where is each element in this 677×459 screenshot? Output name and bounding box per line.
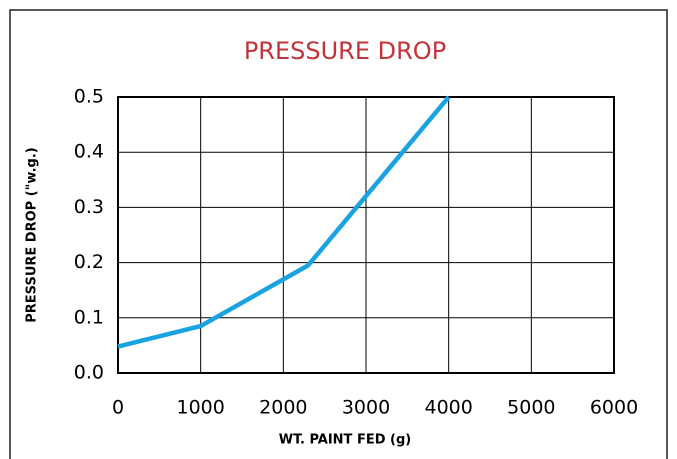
- y-tick-label: 0.5: [74, 86, 104, 108]
- x-tick-label: 6000: [590, 397, 638, 419]
- x-tick-label: 4000: [424, 397, 472, 419]
- frame: [9, 9, 668, 459]
- x-tick-label: 0: [112, 397, 124, 419]
- x-tick-label: 5000: [507, 397, 555, 419]
- plot-border: [117, 96, 615, 374]
- y-axis-label: PRESSURE DROP ("w.g.): [25, 147, 40, 322]
- data-line: [117, 95, 451, 349]
- x-tick-label: 1000: [176, 397, 224, 419]
- y-tick-label: 0.0: [74, 362, 104, 384]
- y-tick-label: 0.2: [74, 251, 104, 273]
- x-axis-label: WT. PAINT FED (g): [279, 433, 411, 448]
- y-tick-label: 0.1: [74, 306, 104, 328]
- y-tick-label: 0.3: [74, 196, 104, 218]
- chart-title: PRESSURE DROP: [244, 37, 446, 65]
- x-tick-label: 2000: [259, 397, 307, 419]
- y-tick-label: 0.4: [74, 141, 104, 163]
- x-tick-label: 3000: [342, 397, 390, 419]
